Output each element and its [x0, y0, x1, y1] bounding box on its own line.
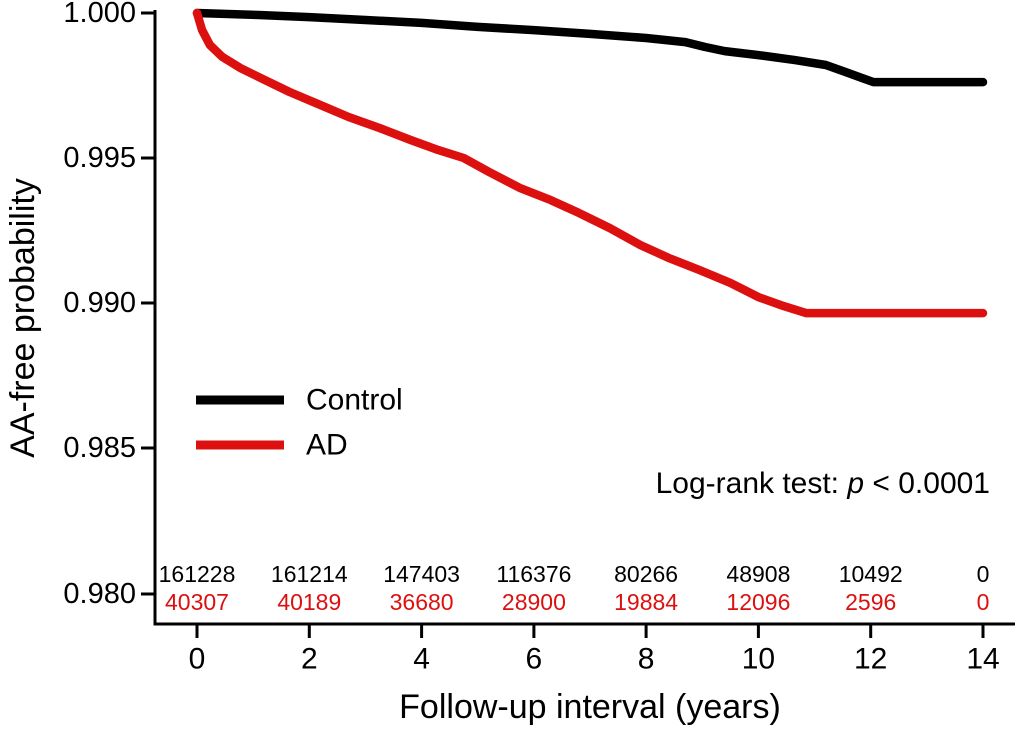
y-tick-label-0: 1.000: [63, 0, 136, 29]
log-rank-suffix: < 0.0001: [864, 467, 990, 500]
x-tick-label-0: 0: [189, 643, 206, 676]
y-axis-label: AA-free probability: [4, 178, 42, 458]
x-tick-label-5: 10: [742, 643, 775, 676]
x-tick-label-4: 8: [638, 643, 655, 676]
log-rank-annotation: Log-rank test: p < 0.0001: [656, 467, 990, 500]
risk-control-0: 161228: [159, 561, 236, 587]
risk-ad-3: 28900: [502, 589, 566, 615]
x-tick-label-3: 6: [526, 643, 543, 676]
risk-control-1: 161214: [271, 561, 348, 587]
control-curve: [192, 8, 988, 87]
log-rank-p-symbol: p: [846, 467, 864, 500]
risk-ad-2: 36680: [390, 589, 454, 615]
x-tick-label-7: 14: [966, 643, 999, 676]
y-tick-label-3: 0.985: [63, 432, 136, 464]
x-tick-label-2: 4: [413, 643, 430, 676]
risk-ad-6: 2596: [845, 589, 896, 615]
risk-ad-4: 19884: [614, 589, 678, 615]
risk-ad-5: 12096: [726, 589, 790, 615]
ad-curve: [192, 8, 988, 318]
risk-ad-0: 40307: [165, 589, 229, 615]
risk-control-4: 80266: [614, 561, 678, 587]
x-axis-label: Follow-up interval (years): [399, 688, 781, 726]
risk-control-7: 0: [977, 561, 990, 587]
legend-control-label: Control: [306, 384, 403, 417]
y-tick-label-1: 0.995: [63, 142, 136, 174]
risk-control-3: 116376: [496, 561, 571, 587]
x-tick-label-1: 2: [301, 643, 318, 676]
y-tick-label-4: 0.980: [63, 578, 136, 610]
risk-control-2: 147403: [383, 561, 460, 587]
risk-ad-1: 40189: [277, 589, 341, 615]
y-tick-label-2: 0.990: [63, 287, 136, 319]
x-tick-label-6: 12: [854, 643, 887, 676]
risk-control-5: 48908: [726, 561, 790, 587]
legend-ad-label: AD: [306, 429, 348, 462]
risk-ad-7: 0: [977, 589, 990, 615]
risk-control-6: 10492: [839, 561, 903, 587]
log-rank-prefix: Log-rank test:: [656, 467, 848, 500]
